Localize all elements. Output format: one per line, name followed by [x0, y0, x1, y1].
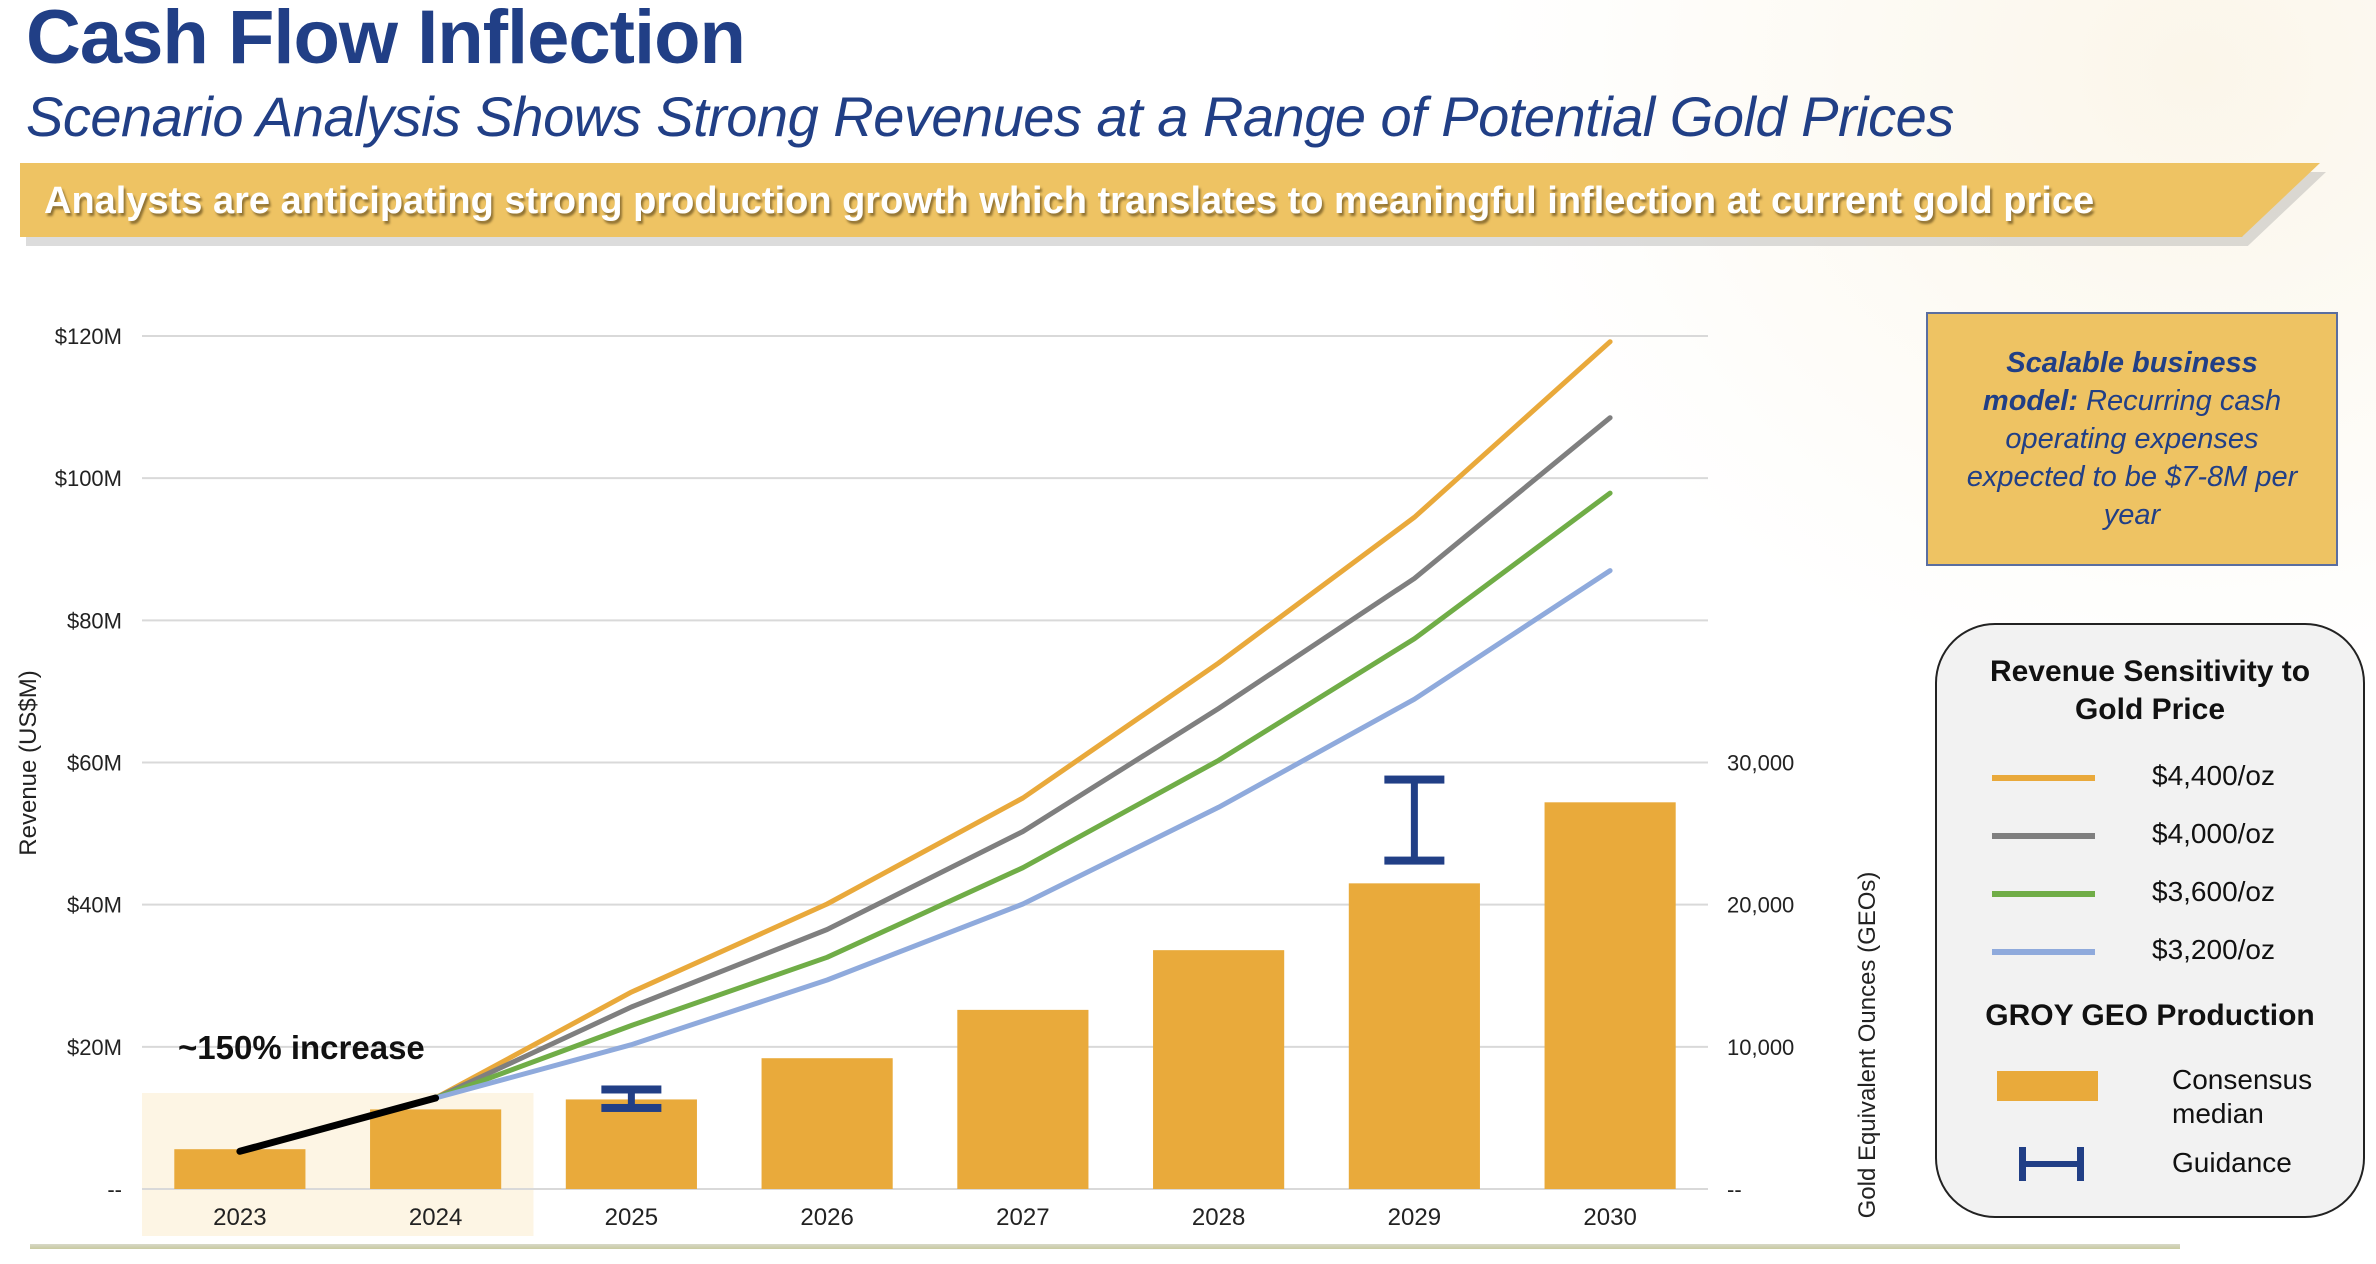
left-tick-label: $80M: [67, 608, 122, 633]
scenario-line-3600: [433, 490, 1613, 1101]
gray-line-swatch-icon: [1992, 833, 2095, 839]
historic-growth-line: [236, 1094, 440, 1155]
note-bold: Scalable business model:: [1982, 347, 2258, 417]
footer-divider: [30, 1244, 2180, 1249]
page-title: Cash Flow Inflection: [26, 0, 746, 80]
page-subtitle: Scenario Analysis Shows Strong Revenues …: [26, 85, 1954, 148]
scenario-line-3200: [433, 568, 1613, 1101]
legend-label: $4,000/oz: [2152, 818, 2275, 849]
legend-label: $3,600/oz: [2152, 876, 2275, 907]
right-axis-title: Gold Equivalent Ounces (GEOs): [1854, 872, 1881, 1219]
x-tick-label: 2029: [1388, 1204, 1441, 1231]
legend-item-4000: $4,000/oz: [1937, 816, 2363, 856]
legend-title-production: GROY GEO Production: [1985, 999, 2315, 1032]
x-tick-label: 2025: [605, 1204, 658, 1231]
legend-item-3600: $3,600/oz: [1937, 874, 2363, 914]
legend-item-consensus: Consensus median: [1937, 1061, 2363, 1131]
left-tick-label: $40M: [67, 893, 122, 918]
guidance-errorbar-icon: [2019, 1147, 2084, 1181]
scenario-line-4400: [433, 339, 1613, 1101]
left-tick-label: --: [107, 1177, 122, 1202]
production-bar: [1153, 950, 1285, 1189]
scalable-model-note: Scalable business model: Recurring cash …: [1926, 312, 2338, 566]
left-tick-label: $100M: [55, 466, 122, 491]
key-message-banner: [20, 163, 2320, 237]
x-tick-label: 2030: [1583, 1204, 1636, 1231]
legend-item-3200: $3,200/oz: [1937, 932, 2363, 972]
legend-item-guidance: Guidance: [1937, 1145, 2363, 1185]
guidance-stem: [1410, 779, 1418, 861]
right-tick-label: 30,000: [1727, 751, 1794, 776]
right-tick-label: --: [1727, 1177, 1742, 1202]
left-axis-title: Revenue (US$M): [15, 670, 42, 855]
blue-line-swatch-icon: [1992, 949, 2095, 955]
orange-line-swatch-icon: [1992, 775, 2095, 781]
right-tick-label: 10,000: [1727, 1035, 1794, 1060]
left-tick-label: $60M: [67, 751, 122, 776]
guidance-stem: [627, 1089, 635, 1108]
production-bar: [761, 1058, 893, 1189]
x-tick-label: 2028: [1192, 1204, 1245, 1231]
bar-swatch-icon: [1997, 1071, 2098, 1101]
production-bar: [370, 1109, 502, 1189]
key-message-text: Analysts are anticipating strong product…: [44, 180, 2095, 222]
production-bar: [957, 1009, 1089, 1189]
legend-label: $3,200/oz: [2152, 934, 2275, 965]
legend-item-4400: $4,400/oz: [1937, 758, 2363, 798]
production-bar: [174, 1149, 306, 1189]
production-bar: [1348, 883, 1480, 1189]
note-text: Recurring cash operating expenses expect…: [1966, 385, 2298, 531]
left-tick-label: $20M: [67, 1035, 122, 1060]
legend-label: $4,400/oz: [2152, 760, 2275, 791]
left-tick-label: $120M: [55, 324, 122, 349]
production-bar: [1544, 802, 1676, 1189]
x-tick-label: 2024: [409, 1204, 462, 1231]
chart-legend: Revenue Sensitivity to Gold Price $4,400…: [1935, 623, 2365, 1218]
legend-title-sensitivity: Revenue Sensitivity to Gold Price: [1989, 655, 2311, 726]
production-bar: [565, 1099, 697, 1189]
legend-label: Guidance: [2172, 1147, 2292, 1178]
increase-annotation: ~150% increase: [178, 1029, 425, 1066]
scenario-line-4000: [433, 415, 1613, 1101]
x-tick-label: 2027: [996, 1204, 1049, 1231]
green-line-swatch-icon: [1992, 891, 2095, 897]
x-tick-label: 2026: [800, 1204, 853, 1231]
x-tick-label: 2023: [213, 1204, 266, 1231]
legend-label: Consensus median: [2172, 1064, 2313, 1129]
right-tick-label: 20,000: [1727, 893, 1794, 918]
